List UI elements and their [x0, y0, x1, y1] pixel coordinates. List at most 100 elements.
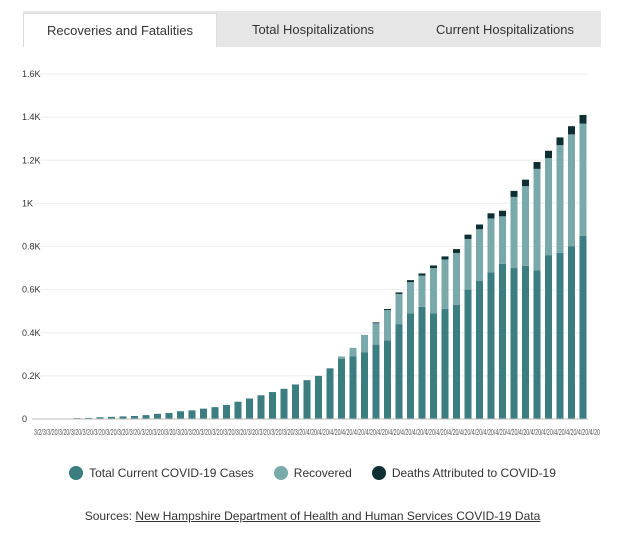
bar-current-cases[interactable] — [303, 380, 311, 419]
bar-current-cases[interactable] — [188, 410, 196, 419]
bar-recovered[interactable] — [384, 310, 391, 341]
bar-recovered[interactable] — [533, 168, 541, 271]
bar-recovered[interactable] — [418, 275, 426, 307]
bar-deaths[interactable] — [533, 161, 541, 169]
bar-current-cases[interactable] — [292, 384, 299, 420]
bar-current-cases[interactable] — [568, 246, 575, 420]
bar-current-cases[interactable] — [246, 398, 253, 419]
bar-deaths[interactable] — [556, 137, 564, 146]
bar-current-cases[interactable] — [154, 413, 161, 419]
bar-recovered[interactable] — [487, 218, 495, 273]
bar-current-cases[interactable] — [223, 404, 230, 419]
legend-item-recovered[interactable]: Recovered — [273, 466, 352, 480]
bar-current-cases[interactable] — [430, 313, 437, 419]
bar-current-cases[interactable] — [177, 411, 184, 419]
bar-current-cases[interactable] — [407, 313, 414, 419]
bar-current-cases[interactable] — [372, 344, 380, 419]
bar-current-cases[interactable] — [269, 392, 276, 419]
bar-current-cases[interactable] — [361, 352, 368, 419]
bar-deaths[interactable] — [453, 249, 460, 253]
bar-deaths[interactable] — [522, 179, 529, 187]
legend-item-current[interactable]: Total Current COVID-19 Cases — [69, 466, 254, 480]
bar-current-cases[interactable] — [280, 388, 288, 419]
tab-total-hospitalizations[interactable]: Total Hospitalizations — [251, 21, 375, 37]
bar-current-cases[interactable] — [476, 281, 483, 419]
bar-recovered[interactable] — [556, 145, 564, 253]
bar-current-cases[interactable] — [326, 368, 334, 419]
bar-current-cases[interactable] — [441, 309, 449, 419]
bar-recovered[interactable] — [522, 186, 529, 266]
bar-current-cases[interactable] — [464, 289, 472, 419]
bar-deaths[interactable] — [372, 322, 380, 324]
chart-tabs: Recoveries and Fatalities Total Hospital… — [23, 11, 601, 47]
bar-recovered[interactable] — [407, 282, 414, 314]
bar-recovered[interactable] — [361, 334, 368, 353]
bar-deaths[interactable] — [407, 280, 414, 283]
bar-current-cases[interactable] — [315, 375, 322, 419]
legend-label: Total Current COVID-19 Cases — [89, 466, 254, 480]
bar-deaths[interactable] — [568, 126, 575, 135]
tab-recoveries-fatalities[interactable]: Recoveries and Fatalities — [23, 13, 217, 47]
bar-current-cases[interactable] — [556, 252, 564, 419]
legend-label: Deaths Attributed to COVID-19 — [391, 466, 556, 480]
bar-recovered[interactable] — [338, 356, 345, 359]
bar-recovered[interactable] — [453, 252, 460, 305]
bar-deaths[interactable] — [499, 210, 506, 217]
sources-link[interactable]: New Hampshire Department of Health and H… — [135, 509, 541, 523]
bar-recovered[interactable] — [430, 268, 437, 314]
bar-current-cases[interactable] — [453, 304, 460, 419]
bar-current-cases[interactable] — [510, 268, 518, 419]
bar-recovered[interactable] — [464, 238, 472, 290]
bar-current-cases[interactable] — [131, 415, 138, 419]
bar-current-cases[interactable] — [545, 255, 552, 419]
bar-recovered[interactable] — [579, 123, 587, 236]
y-tick-label: 0.2K — [22, 371, 41, 381]
bar-deaths[interactable] — [510, 190, 518, 197]
bar-current-cases[interactable] — [142, 415, 150, 419]
bar-deaths[interactable] — [464, 234, 472, 239]
bar-deaths[interactable] — [476, 224, 483, 230]
bar-recovered[interactable] — [476, 229, 483, 281]
stacked-bar-chart: 0 0.2K 0.4K 0.6K 0.8K 1K 1.2K 1.4K 1.6K 3/2/3/3/… — [22, 69, 600, 437]
bar-deaths[interactable] — [430, 265, 437, 269]
bar-deaths[interactable] — [579, 114, 587, 124]
bar-recovered[interactable] — [545, 158, 552, 256]
bar-current-cases[interactable] — [119, 416, 127, 419]
bar-recovered[interactable] — [568, 134, 575, 247]
bar-current-cases[interactable] — [257, 395, 265, 419]
bar-deaths[interactable] — [487, 213, 495, 219]
bar-current-cases[interactable] — [418, 306, 426, 419]
bar-current-cases[interactable] — [579, 235, 587, 419]
bar-current-cases[interactable] — [96, 417, 104, 419]
bar-current-cases[interactable] — [200, 408, 207, 419]
tab-current-hospitalizations[interactable]: Current Hospitalizations — [435, 21, 574, 37]
bar-current-cases[interactable] — [395, 324, 403, 419]
bar-deaths[interactable] — [441, 256, 449, 260]
bar-recovered[interactable] — [499, 216, 506, 264]
bar-current-cases[interactable] — [499, 263, 506, 419]
bar-current-cases[interactable] — [165, 412, 173, 419]
y-tick-label: 1.2K — [22, 155, 41, 165]
bar-recovered[interactable] — [441, 259, 449, 310]
bar-recovered[interactable] — [372, 323, 380, 345]
bar-deaths[interactable] — [395, 292, 403, 294]
bar-current-cases[interactable] — [234, 401, 242, 419]
bar-current-cases[interactable] — [487, 272, 495, 419]
legend-dot-current — [69, 466, 84, 480]
bar-current-cases[interactable] — [533, 270, 541, 419]
bar-recovered[interactable] — [395, 293, 403, 325]
bar-current-cases[interactable] — [349, 356, 357, 419]
bar-current-cases[interactable] — [384, 340, 391, 419]
legend-item-deaths[interactable]: Deaths Attributed to COVID-19 — [371, 466, 556, 480]
bar-current-cases[interactable] — [85, 417, 92, 419]
bar-recovered[interactable] — [349, 347, 357, 357]
bar-current-cases[interactable] — [108, 416, 115, 419]
bar-recovered[interactable] — [510, 196, 518, 269]
bar-current-cases[interactable] — [338, 358, 345, 419]
bar-deaths[interactable] — [384, 309, 391, 311]
bar-deaths[interactable] — [418, 273, 426, 276]
bar-current-cases[interactable] — [211, 407, 219, 419]
y-tick-label: 0.4K — [22, 328, 41, 338]
bar-deaths[interactable] — [545, 150, 552, 159]
bar-current-cases[interactable] — [522, 265, 529, 419]
